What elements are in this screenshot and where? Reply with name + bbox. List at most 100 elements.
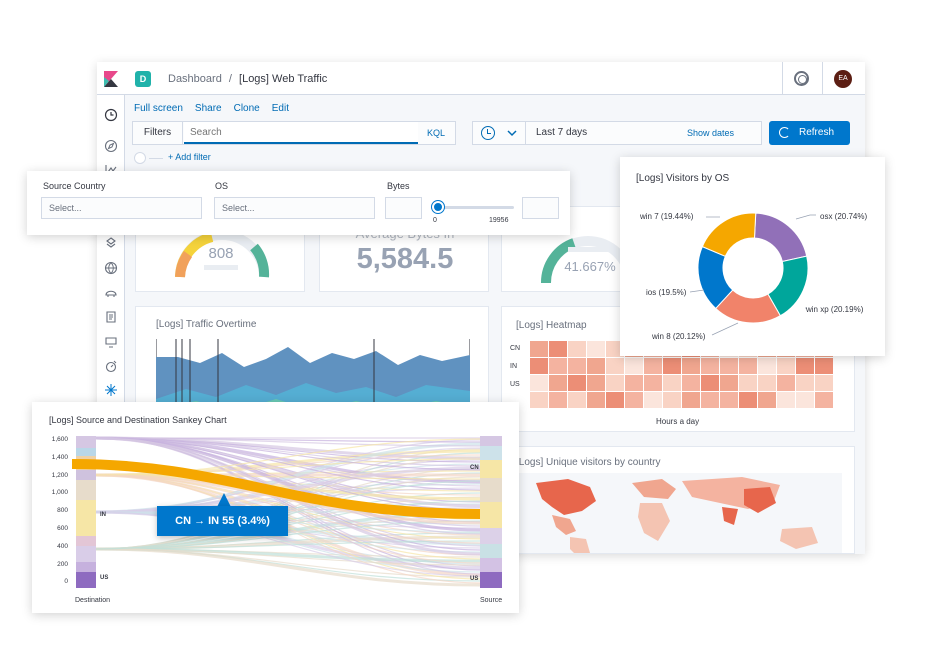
show-dates-link[interactable]: Show dates [687, 128, 735, 138]
discover-compass-icon[interactable] [104, 139, 118, 153]
heatmap-cell[interactable] [568, 392, 586, 408]
heatmap-cell[interactable] [549, 341, 567, 357]
sankey-link[interactable] [95, 458, 481, 476]
full-screen-link[interactable]: Full screen [134, 103, 183, 114]
heatmap-cell[interactable] [549, 392, 567, 408]
heatmap-cell[interactable] [758, 375, 776, 391]
sankey-link[interactable] [95, 473, 481, 525]
heatmap-cell[interactable] [796, 392, 814, 408]
sankey-link[interactable] [95, 547, 481, 587]
apm-icon[interactable] [104, 335, 118, 349]
heatmap-cell[interactable] [739, 375, 757, 391]
bytes-max-input[interactable] [522, 197, 559, 219]
sankey-link[interactable] [95, 540, 481, 550]
heatmap-cell[interactable] [587, 392, 605, 408]
breadcrumb-dashboard[interactable]: Dashboard [168, 73, 222, 85]
heatmap-cell[interactable] [663, 392, 681, 408]
heatmap-cell[interactable] [625, 358, 643, 374]
heatmap-cell[interactable] [625, 392, 643, 408]
heatmap-cell[interactable] [720, 358, 738, 374]
date-range-text[interactable]: Last 7 days [536, 127, 588, 138]
kibana-logo-icon[interactable] [104, 71, 118, 87]
uptime-icon[interactable] [104, 359, 118, 373]
bytes-slider-handle[interactable] [432, 201, 444, 213]
filter-toggle[interactable] [134, 152, 146, 164]
heatmap-cell[interactable] [682, 375, 700, 391]
source-country-select[interactable]: Select... [41, 197, 202, 219]
sankey-link[interactable] [95, 511, 481, 577]
edit-link[interactable]: Edit [271, 103, 289, 114]
heatmap-cell[interactable] [720, 392, 738, 408]
heatmap-cell[interactable] [644, 392, 662, 408]
filters-button[interactable]: Filters [133, 122, 183, 144]
heatmap-cell[interactable] [777, 392, 795, 408]
maps-globe-icon[interactable] [104, 261, 118, 275]
heatmap-cell[interactable] [587, 358, 605, 374]
refresh-button[interactable]: Refresh [769, 121, 850, 145]
siem-icon[interactable] [104, 383, 118, 397]
sankey-link[interactable] [95, 437, 481, 491]
sankey-link[interactable] [95, 456, 481, 550]
share-link[interactable]: Share [194, 103, 222, 114]
calendar-clock-icon[interactable] [481, 126, 495, 140]
sankey-link[interactable] [95, 437, 481, 535]
heatmap-cell[interactable] [815, 375, 833, 391]
heatmap-cell[interactable] [606, 392, 624, 408]
clone-link[interactable]: Clone [233, 103, 260, 114]
os-slice-4[interactable] [701, 212, 757, 257]
heatmap-cell[interactable] [549, 375, 567, 391]
space-avatar[interactable]: D [135, 71, 151, 87]
bytes-min-input[interactable] [385, 197, 422, 219]
heatmap-cell[interactable] [530, 392, 548, 408]
heatmap-cell[interactable] [606, 341, 624, 357]
logs-icon[interactable] [104, 310, 118, 324]
heatmap-cell[interactable] [758, 392, 776, 408]
heatmap-cell[interactable] [777, 358, 795, 374]
ml-icon[interactable] [104, 236, 118, 250]
heatmap-cell[interactable] [606, 375, 624, 391]
heatmap-cell[interactable] [796, 358, 814, 374]
help-icon[interactable] [794, 71, 809, 86]
sankey-link[interactable] [95, 474, 481, 480]
heatmap-cell[interactable] [530, 341, 548, 357]
heatmap-cell[interactable] [587, 341, 605, 357]
heatmap-cell[interactable] [644, 375, 662, 391]
heatmap-cell[interactable] [568, 358, 586, 374]
heatmap-cell[interactable] [701, 392, 719, 408]
heatmap-cell[interactable] [701, 375, 719, 391]
infra-icon[interactable] [104, 285, 118, 299]
kql-toggle[interactable]: KQL [427, 128, 446, 138]
add-filter-link[interactable]: + Add filter [168, 152, 211, 162]
heatmap-cell[interactable] [758, 358, 776, 374]
heatmap-cell[interactable] [644, 358, 662, 374]
sankey-link[interactable] [95, 437, 481, 447]
heatmap-cell[interactable] [663, 358, 681, 374]
os-select[interactable]: Select... [214, 197, 375, 219]
heatmap-cell[interactable] [625, 375, 643, 391]
heatmap-cell[interactable] [815, 358, 833, 374]
heatmap-cell[interactable] [701, 358, 719, 374]
sankey-link[interactable] [95, 447, 481, 513]
heatmap-cell[interactable] [682, 392, 700, 408]
heatmap-cell[interactable] [777, 375, 795, 391]
chevron-down-icon[interactable] [506, 125, 518, 141]
heatmap-cell[interactable] [606, 358, 624, 374]
user-avatar[interactable]: EA [834, 70, 852, 88]
sankey-link[interactable] [95, 548, 481, 566]
heatmap-cell[interactable] [530, 375, 548, 391]
heatmap-cell[interactable] [739, 358, 757, 374]
heatmap-cell[interactable] [796, 375, 814, 391]
bytes-slider-track[interactable] [434, 206, 514, 209]
heatmap-cell[interactable] [549, 358, 567, 374]
heatmap-cell[interactable] [739, 392, 757, 408]
heatmap-cell[interactable] [682, 358, 700, 374]
heatmap-cell[interactable] [530, 358, 548, 374]
heatmap-cell[interactable] [720, 375, 738, 391]
heatmap-cell[interactable] [568, 341, 586, 357]
recent-clock-icon[interactable] [104, 108, 118, 122]
sankey-link[interactable] [95, 437, 481, 471]
heatmap-cell[interactable] [587, 375, 605, 391]
heatmap-cell[interactable] [815, 392, 833, 408]
search-input[interactable] [184, 122, 418, 144]
heatmap-cell[interactable] [663, 375, 681, 391]
